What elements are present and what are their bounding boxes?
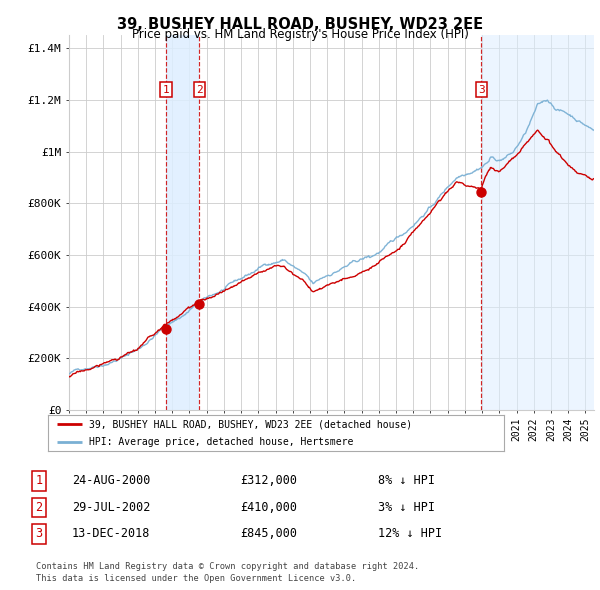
Text: 1: 1 <box>35 474 43 487</box>
Text: £845,000: £845,000 <box>240 527 297 540</box>
Text: 39, BUSHEY HALL ROAD, BUSHEY, WD23 2EE: 39, BUSHEY HALL ROAD, BUSHEY, WD23 2EE <box>117 17 483 31</box>
Text: 39, BUSHEY HALL ROAD, BUSHEY, WD23 2EE (detached house): 39, BUSHEY HALL ROAD, BUSHEY, WD23 2EE (… <box>89 419 412 430</box>
Text: 2: 2 <box>35 501 43 514</box>
Text: 3: 3 <box>478 85 485 95</box>
Bar <box>481 35 594 410</box>
Text: 1: 1 <box>163 85 170 95</box>
Text: 29-JUL-2002: 29-JUL-2002 <box>72 501 151 514</box>
Text: 12% ↓ HPI: 12% ↓ HPI <box>378 527 442 540</box>
Text: 8% ↓ HPI: 8% ↓ HPI <box>378 474 435 487</box>
Text: 3% ↓ HPI: 3% ↓ HPI <box>378 501 435 514</box>
Text: HPI: Average price, detached house, Hertsmere: HPI: Average price, detached house, Hert… <box>89 437 353 447</box>
Text: Price paid vs. HM Land Registry's House Price Index (HPI): Price paid vs. HM Land Registry's House … <box>131 28 469 41</box>
Text: This data is licensed under the Open Government Licence v3.0.: This data is licensed under the Open Gov… <box>36 574 356 583</box>
Text: Contains HM Land Registry data © Crown copyright and database right 2024.: Contains HM Land Registry data © Crown c… <box>36 562 419 571</box>
Text: £410,000: £410,000 <box>240 501 297 514</box>
Text: 13-DEC-2018: 13-DEC-2018 <box>72 527 151 540</box>
Text: 3: 3 <box>35 527 43 540</box>
Bar <box>166 35 199 410</box>
Text: 2: 2 <box>196 85 203 95</box>
Text: £312,000: £312,000 <box>240 474 297 487</box>
Text: 24-AUG-2000: 24-AUG-2000 <box>72 474 151 487</box>
